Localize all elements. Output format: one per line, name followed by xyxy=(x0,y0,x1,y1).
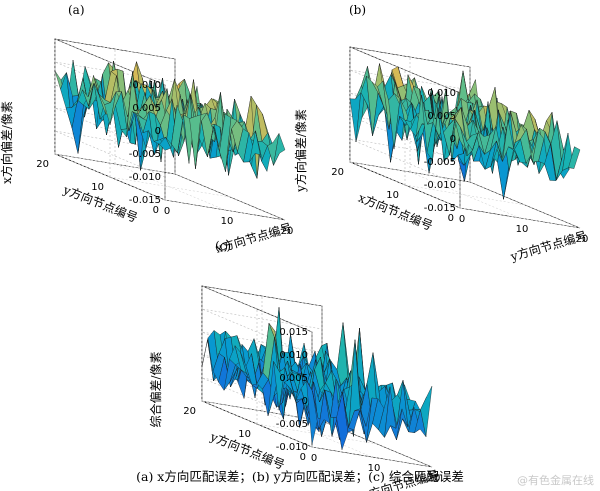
y-tick-label: 20 xyxy=(183,406,196,417)
floor-gridline xyxy=(109,176,231,198)
y-tick-label: 20 xyxy=(36,159,49,170)
figure-caption: (a) x方向匹配误差；(b) y方向匹配误差；(c) 综合匹配误差 xyxy=(136,469,464,484)
z-gridline xyxy=(201,308,323,356)
y-tick-label: 0 xyxy=(448,213,454,224)
z-tick-label: 0 xyxy=(450,134,456,145)
floor-gridline xyxy=(349,161,471,183)
x-tick-label: 0 xyxy=(459,214,465,225)
y-tick-label: 10 xyxy=(386,190,399,201)
z-tick-label: -0.010 xyxy=(424,180,456,191)
z-gridline xyxy=(201,285,323,333)
x-tick-label: 10 xyxy=(221,216,234,227)
z-tick-label: 0.010 xyxy=(279,350,308,361)
floor-gridline xyxy=(404,184,526,206)
z-axis-label: 综合偏差/像素 xyxy=(148,351,163,427)
z-tick-label: 0 xyxy=(155,126,161,137)
panel-label: (c) xyxy=(215,239,231,253)
z-tick-label: -0.015 xyxy=(424,203,456,214)
floor-gridline xyxy=(201,400,323,422)
z-tick-label: -0.005 xyxy=(424,157,456,168)
x-tick-label: 20 xyxy=(576,234,589,245)
z-tick-label: -0.015 xyxy=(129,195,161,206)
floor-gridline xyxy=(54,153,176,175)
z-tick-label: 0.005 xyxy=(279,373,308,384)
x-tick-label: 20 xyxy=(281,226,294,237)
surface-face xyxy=(420,385,433,437)
x-tick-label: 0 xyxy=(311,453,317,464)
y-tick-label: 10 xyxy=(238,429,251,440)
z-tick-label: -0.005 xyxy=(276,419,308,430)
surface-plot-c: 0.0150.0100.0050-0.005-0.0100102020100综合… xyxy=(148,239,441,491)
surface-face xyxy=(568,146,581,169)
y-tick-label: 10 xyxy=(91,182,104,193)
z-tick-label: 0.005 xyxy=(132,103,161,114)
z-tick-label: -0.010 xyxy=(129,172,161,183)
y-tick-label: 0 xyxy=(300,452,306,463)
z-tick-label: 0.010 xyxy=(132,80,161,91)
z-gridline xyxy=(349,46,471,94)
z-tick-label: -0.010 xyxy=(276,442,308,453)
y-tick-label: 20 xyxy=(331,167,344,178)
z-tick-label: 0.015 xyxy=(279,327,308,338)
x-tick-label: 10 xyxy=(516,224,529,235)
x-tick-label: 0 xyxy=(164,206,170,217)
surface-plot-b: 0.0100.0050-0.005-0.010-0.0150102020100y… xyxy=(293,3,589,264)
panel-label: (a) xyxy=(68,3,85,17)
z-tick-label: 0 xyxy=(302,396,308,407)
surface-face xyxy=(273,132,286,166)
z-gridline xyxy=(349,69,471,117)
z-tick-label: 0.010 xyxy=(427,88,456,99)
surface-plot-a: 0.0100.0050-0.005-0.010-0.0150102020100x… xyxy=(0,3,294,256)
z-tick-label: 0.005 xyxy=(427,111,456,122)
panel-label: (b) xyxy=(349,3,366,17)
z-axis-label: y方向偏差/像素 xyxy=(293,109,308,193)
z-tick-label: -0.005 xyxy=(129,149,161,160)
floor-gridline xyxy=(256,423,378,445)
y-tick-label: 0 xyxy=(153,205,159,216)
z-axis-label: x方向偏差/像素 xyxy=(0,101,14,184)
watermark: @有色金属在线 xyxy=(517,474,594,487)
x-tick-label: 20 xyxy=(428,473,441,484)
x-tick-label: 10 xyxy=(368,463,381,474)
z-gridline xyxy=(54,38,176,86)
